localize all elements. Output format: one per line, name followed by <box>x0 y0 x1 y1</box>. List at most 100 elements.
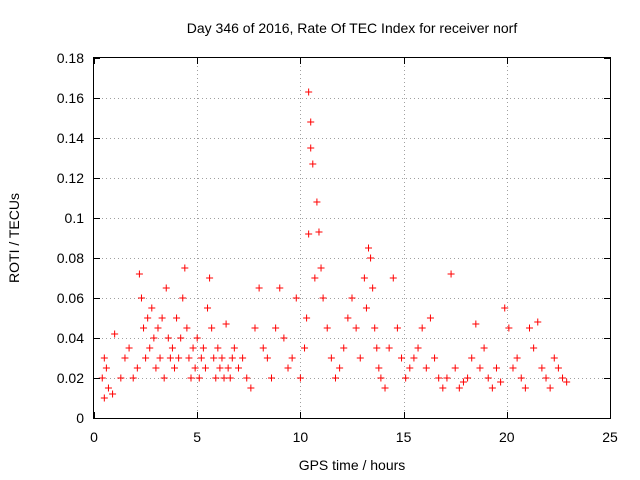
data-point <box>239 354 247 362</box>
data-point <box>121 354 129 362</box>
data-point <box>550 354 558 362</box>
data-point <box>307 144 315 152</box>
data-point <box>263 354 271 362</box>
data-point <box>356 354 364 362</box>
data-point <box>513 354 521 362</box>
data-point <box>484 374 492 382</box>
data-point <box>111 330 119 338</box>
data-point <box>521 384 529 392</box>
data-point <box>292 294 300 302</box>
x-tick-label: 10 <box>293 429 309 445</box>
data-point <box>305 88 313 96</box>
y-axis-label: ROTI / TECUs <box>6 193 22 283</box>
data-point <box>152 364 160 372</box>
data-point <box>377 374 385 382</box>
plot-frame <box>93 57 611 419</box>
data-point <box>183 324 191 332</box>
data-point <box>367 254 375 262</box>
data-point <box>530 344 538 352</box>
data-point <box>563 378 571 386</box>
data-point <box>435 374 443 382</box>
y-tick-label: 0.04 <box>57 330 84 346</box>
data-point <box>199 344 207 352</box>
y-tick-label: 0.1 <box>65 210 85 226</box>
data-point <box>247 384 255 392</box>
data-point <box>259 344 267 352</box>
data-point <box>459 378 467 386</box>
data-point <box>158 314 166 322</box>
data-point <box>455 384 463 392</box>
data-point <box>509 364 517 372</box>
data-point <box>160 374 168 382</box>
x-tick-label: 0 <box>90 429 98 445</box>
data-point <box>431 354 439 362</box>
data-point <box>398 354 406 362</box>
data-point <box>170 364 178 372</box>
data-point <box>268 374 276 382</box>
data-point <box>168 344 176 352</box>
data-point <box>410 354 418 362</box>
data-point <box>538 364 546 372</box>
data-point <box>175 354 183 362</box>
x-tick-label: 15 <box>396 429 412 445</box>
data-point <box>362 304 370 312</box>
data-point <box>305 230 313 238</box>
data-point <box>319 294 327 302</box>
data-point <box>317 264 325 272</box>
data-point <box>497 378 505 386</box>
data-point <box>369 284 377 292</box>
data-point <box>464 374 472 382</box>
data-point <box>546 384 554 392</box>
data-point <box>166 354 174 362</box>
x-axis-tick-labels: 0 5 10 15 20 25 <box>90 429 618 445</box>
data-point <box>272 324 280 332</box>
data-point <box>255 284 263 292</box>
data-point <box>331 374 339 382</box>
data-point <box>371 324 379 332</box>
data-point <box>193 334 201 342</box>
data-point <box>315 228 323 236</box>
data-point <box>468 354 476 362</box>
data-point <box>311 274 319 282</box>
data-point <box>476 364 484 372</box>
data-point <box>204 304 212 312</box>
data-point <box>276 284 284 292</box>
data-point <box>154 324 162 332</box>
data-point <box>201 364 209 372</box>
data-point <box>492 364 500 372</box>
y-tick-label: 0.18 <box>57 50 84 66</box>
data-point <box>313 198 321 206</box>
axis-ticks <box>94 58 611 419</box>
data-point <box>100 354 108 362</box>
data-point <box>373 344 381 352</box>
data-point <box>340 344 348 352</box>
data-point <box>195 374 203 382</box>
data-point <box>447 270 455 278</box>
data-point <box>187 374 195 382</box>
data-point <box>301 344 309 352</box>
data-point <box>280 334 288 342</box>
data-point <box>228 354 236 362</box>
data-point <box>360 274 368 282</box>
data-point <box>542 374 550 382</box>
data-point <box>191 364 199 372</box>
data-point <box>426 314 434 322</box>
data-point <box>102 364 110 372</box>
data-point <box>222 320 230 328</box>
data-point <box>303 314 311 322</box>
data-point <box>307 118 315 126</box>
data-point <box>480 344 488 352</box>
data-point <box>173 314 181 322</box>
data-point <box>554 364 562 372</box>
data-point <box>327 354 335 362</box>
data-point <box>234 364 242 372</box>
data-point <box>352 324 360 332</box>
data-point <box>344 314 352 322</box>
data-point <box>418 324 426 332</box>
data-point <box>224 364 232 372</box>
data-point <box>109 390 117 398</box>
data-point <box>214 344 222 352</box>
data-point <box>150 334 158 342</box>
data-point <box>189 344 197 352</box>
y-axis-tick-labels: 0 0.02 0.04 0.06 0.08 0.1 0.12 0.14 0.16 0.18 <box>57 50 84 426</box>
